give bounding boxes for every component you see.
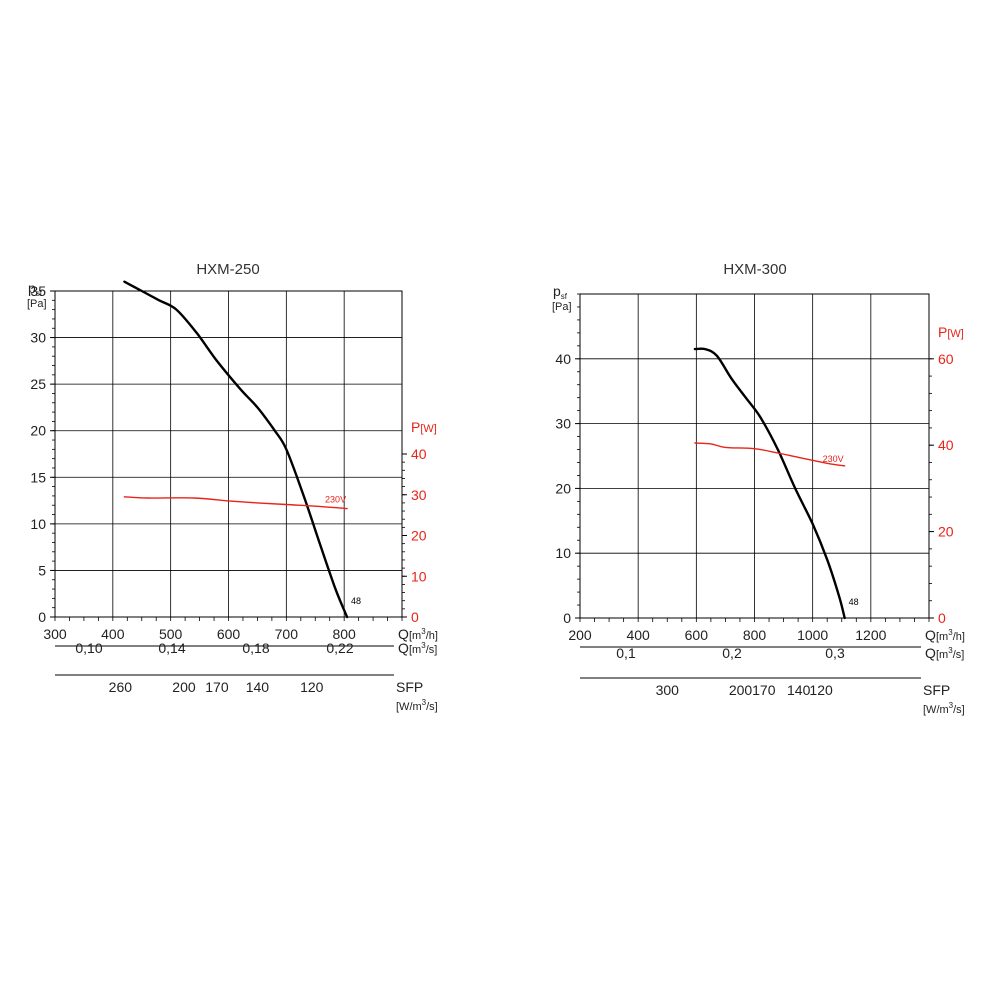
sfp-tick-label: 170	[205, 679, 229, 695]
x2-tick-label: 0,14	[158, 640, 185, 656]
x2-axis-label: Q	[925, 645, 936, 661]
x2-tick-label: 0,1	[616, 645, 636, 661]
sfp-axis-unit: [W/m3/s]	[923, 701, 965, 716]
x-tick-label: 400	[101, 626, 125, 642]
x2-axis-unit: [m3/s]	[409, 641, 437, 656]
y-tick-label: 0	[38, 609, 46, 625]
x-axis-label: Q	[398, 626, 409, 642]
sfp-tick-label: 120	[300, 679, 324, 695]
y2-tick-label: 40	[411, 446, 427, 462]
x-axis-unit: [m3/h]	[936, 628, 965, 643]
x-tick-label: 300	[43, 626, 67, 642]
y-tick-label: 0	[563, 610, 571, 626]
x2-axis-label: Q	[398, 640, 409, 656]
y-tick-label: 10	[30, 516, 46, 532]
y2-tick-label: 60	[938, 351, 954, 367]
x2-tick-label: 0,3	[825, 645, 845, 661]
sfp-tick-label: 140	[246, 679, 270, 695]
x2-tick-label: 0,22	[326, 640, 353, 656]
sfp-axis-label: SFP	[923, 682, 950, 698]
power-curve-label: 230V	[325, 495, 346, 505]
sfp-tick-label: 200	[172, 679, 196, 695]
sfp-tick-label: 300	[656, 682, 680, 698]
y-tick-label: 25	[30, 376, 46, 392]
y2-tick-label: 20	[411, 528, 427, 544]
sfp-tick-label: 200	[729, 682, 753, 698]
y-tick-label: 35	[30, 283, 46, 299]
y-tick-label: 30	[555, 416, 571, 432]
x-tick-label: 800	[743, 627, 767, 643]
x-axis-label: Q	[925, 627, 936, 643]
sfp-tick-label: 140	[787, 682, 811, 698]
y-tick-label: 40	[555, 351, 571, 367]
x-tick-label: 600	[217, 626, 241, 642]
pressure-curve	[123, 280, 349, 619]
chart-hxm-300: HXM-300 0 10 20 30 40 psf[Pa] 0 20 40 60 P[W] 200 400…	[552, 261, 965, 716]
y-axis-unit: [Pa]	[27, 298, 47, 310]
y-tick-label: 15	[30, 469, 46, 485]
chart-hxm-250: HXM-25005101520253035psf[Pa]010203040P[W…	[27, 261, 438, 713]
y2-axis-label: P[W]	[411, 419, 437, 435]
y-axis-unit: [Pa]	[552, 301, 572, 313]
y-tick-label: 10	[555, 545, 571, 561]
sfp-axis-label: SFP	[396, 679, 423, 695]
x2-tick-label: 0,18	[242, 640, 269, 656]
chart-title: HXM-300	[723, 261, 786, 278]
y-tick-label: 5	[38, 562, 46, 578]
x-tick-label: 600	[685, 627, 709, 643]
y2-tick-label: 20	[938, 524, 954, 540]
x-tick-label: 400	[626, 627, 650, 643]
y-axis-label: psf	[553, 283, 568, 301]
chart-title: HXM-250	[196, 261, 259, 278]
y-tick-label: 20	[555, 480, 571, 496]
x-tick-label: 500	[159, 626, 183, 642]
x2-axis-unit: [m3/s]	[936, 646, 964, 661]
x-tick-label: 200	[568, 627, 592, 643]
sfp-tick-label: 170	[752, 682, 776, 698]
y-tick-label: 30	[30, 330, 46, 346]
x-axis-unit: [m3/h]	[409, 627, 438, 642]
y2-tick-label: 0	[411, 609, 419, 625]
pressure-curve	[693, 347, 846, 620]
power-curve-230v	[694, 442, 846, 467]
y-tick-label: 20	[30, 423, 46, 439]
pressure-curve-label: 48	[351, 596, 361, 606]
power-curve-label: 230V	[823, 454, 844, 464]
y2-tick-label: 0	[938, 610, 946, 626]
sfp-tick-label: 120	[809, 682, 833, 698]
x-tick-label: 700	[275, 626, 299, 642]
x-tick-label: 1200	[855, 627, 886, 643]
sfp-tick-label: 260	[109, 679, 133, 695]
y2-tick-label: 10	[411, 568, 427, 584]
power-curve-230v	[123, 496, 348, 510]
y2-axis-label: P[W]	[938, 324, 964, 340]
y2-tick-label: 40	[938, 437, 954, 453]
sfp-axis-unit: [W/m3/s]	[396, 698, 438, 713]
x-tick-label: 800	[332, 626, 356, 642]
pressure-curve-label: 48	[849, 597, 859, 607]
y2-tick-label: 30	[411, 487, 427, 503]
x-tick-label: 1000	[797, 627, 828, 643]
x2-tick-label: 0,10	[75, 640, 102, 656]
x2-tick-label: 0,2	[722, 645, 742, 661]
